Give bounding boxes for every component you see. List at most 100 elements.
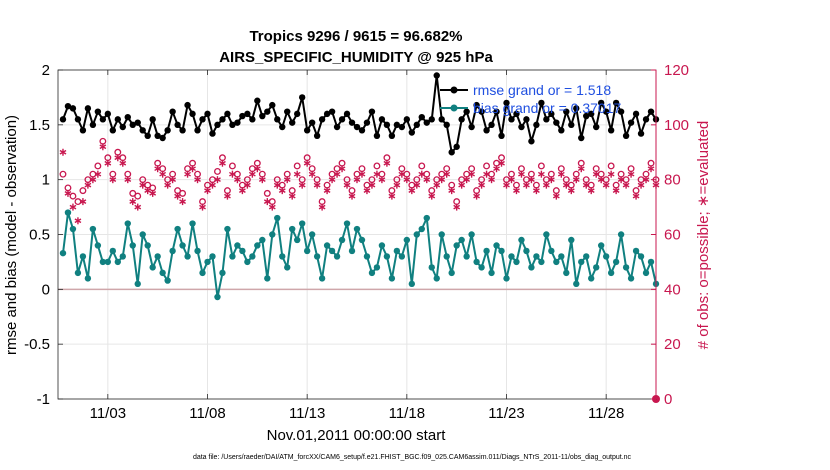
- obs-evaluated-marker: [438, 176, 446, 184]
- rmse-point: [124, 113, 131, 121]
- rmse-point: [249, 116, 256, 123]
- rmse-point: [164, 127, 171, 134]
- obs-evaluated-marker: [94, 170, 102, 178]
- x-tick-label: 11/03: [90, 405, 126, 422]
- rmse-point: [99, 116, 107, 123]
- obs-evaluated-stroke: [154, 166, 162, 172]
- obs-evaluated-stroke: [408, 188, 416, 193]
- obs-evaluated-marker: [562, 181, 570, 189]
- obs-evaluated-marker: [169, 176, 177, 184]
- obs-evaluated-stroke: [617, 177, 625, 183]
- obs-evaluated-stroke: [403, 177, 411, 183]
- bias-point: [428, 264, 435, 271]
- bias-point: [593, 264, 600, 271]
- obs-evaluated-marker: [627, 170, 635, 178]
- bias-point: [463, 253, 470, 260]
- bias-point: [408, 280, 416, 288]
- obs-evaluated-stroke: [348, 193, 356, 199]
- obs-evaluated-stroke: [528, 177, 535, 183]
- obs-evaluated-marker: [373, 170, 381, 178]
- obs-evaluated-marker: [587, 187, 595, 195]
- rmse-point: [189, 110, 196, 118]
- bias-point: [558, 253, 565, 260]
- obs-evaluated-stroke: [179, 199, 186, 204]
- bias-point: [254, 242, 261, 249]
- bias-point: [597, 242, 605, 249]
- rmse-point: [149, 116, 156, 123]
- x-tick-label: 11/18: [389, 405, 425, 422]
- bias-point: [79, 253, 87, 260]
- rmse-point: [289, 119, 296, 126]
- obs-evaluated-stroke: [109, 177, 117, 183]
- y-axis-label-right: # of obs: o=possible; ∗=evaluated: [695, 121, 712, 350]
- obs-evaluated-stroke: [343, 182, 351, 188]
- obs-evaluated-stroke: [273, 182, 281, 188]
- rmse-point: [403, 116, 411, 123]
- rmse-point: [483, 127, 490, 134]
- rmse-point: [119, 123, 126, 131]
- obs-evaluated-marker: [293, 170, 301, 178]
- rmse-point: [478, 108, 485, 115]
- bias-point: [612, 258, 620, 266]
- obs-evaluated-stroke: [104, 160, 112, 166]
- obs-evaluated-marker: [508, 176, 515, 184]
- y-left-tick-label: 0: [42, 281, 50, 298]
- obs-evaluated-stroke: [224, 193, 231, 199]
- rmse-point: [358, 127, 366, 134]
- obs-evaluated-marker: [328, 176, 336, 184]
- obs-evaluated-stroke: [473, 193, 480, 199]
- rmse-point: [488, 121, 495, 129]
- bias-point: [109, 247, 117, 255]
- obs-evaluated-stroke: [308, 171, 316, 177]
- obs-evaluated-marker: [333, 170, 341, 178]
- obs-evaluated-marker: [358, 170, 366, 178]
- bias-point: [627, 275, 635, 282]
- rmse-point: [642, 116, 650, 123]
- obs-evaluated-marker: [258, 176, 266, 184]
- bias-point: [533, 253, 540, 260]
- obs-evaluated-stroke: [74, 218, 82, 224]
- obs-evaluated-stroke: [443, 171, 451, 177]
- bias-point: [234, 242, 241, 249]
- obs-evaluated-stroke: [278, 188, 286, 193]
- obs-evaluated-marker: [513, 187, 520, 195]
- bias-point: [259, 236, 266, 244]
- legend-rmse-label: rmse grand or = 1.518: [473, 82, 611, 98]
- obs-evaluated-stroke: [418, 171, 426, 177]
- obs-evaluated-stroke: [627, 171, 635, 177]
- obs-evaluated-stroke: [592, 171, 600, 177]
- bias-point: [114, 258, 122, 266]
- rmse-point: [523, 116, 530, 123]
- obs-evaluated-stroke: [478, 182, 485, 188]
- obs-evaluated-marker: [577, 165, 585, 173]
- obs-evaluated-stroke: [174, 193, 181, 199]
- obs-possible-marker: [293, 162, 301, 170]
- obs-evaluated-marker: [278, 187, 286, 195]
- obs-evaluated-stroke: [164, 182, 172, 188]
- obs-evaluated-stroke: [358, 171, 366, 177]
- obs-evaluated-marker: [363, 187, 371, 195]
- rmse-point: [493, 108, 500, 115]
- rmse-point: [433, 72, 440, 79]
- y-left-tick-label: -0.5: [24, 336, 50, 353]
- bias-point: [438, 231, 445, 238]
- obs-evaluated-stroke: [149, 191, 157, 196]
- obs-evaluated-stroke: [199, 204, 206, 210]
- obs-evaluated-stroke: [433, 182, 441, 188]
- obs-evaluated-stroke: [243, 182, 251, 188]
- rmse-point: [637, 130, 645, 137]
- bias-point: [617, 231, 625, 238]
- bias-point: [204, 258, 211, 266]
- obs-evaluated-stroke: [428, 193, 436, 199]
- obs-evaluated-marker: [343, 181, 351, 189]
- legend: rmse grand or = 1.518 bias grand or = 0.…: [440, 82, 621, 116]
- obs-evaluated-marker: [597, 176, 605, 184]
- rmse-point: [513, 110, 520, 118]
- obs-evaluated-marker: [129, 198, 137, 206]
- obs-evaluated-marker: [209, 181, 216, 189]
- obs-evaluated-marker: [428, 192, 436, 200]
- bias-point: [528, 264, 535, 271]
- obs-evaluated-stroke: [458, 182, 466, 188]
- rmse-point: [518, 123, 525, 131]
- bias-point: [607, 269, 615, 277]
